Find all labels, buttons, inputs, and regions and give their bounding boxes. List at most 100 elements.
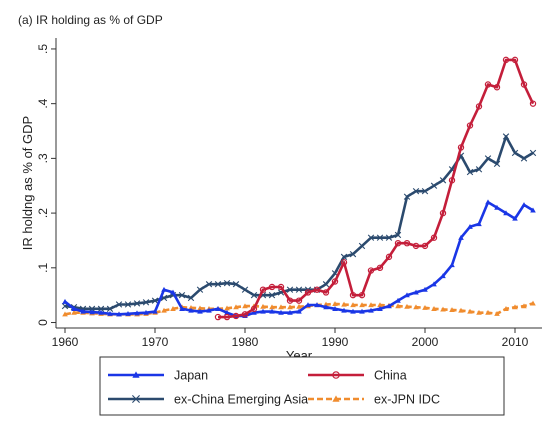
x-tick-label: 1960 bbox=[52, 335, 79, 349]
data-point-ex-china-emerging-asia bbox=[178, 291, 186, 299]
data-point-japan bbox=[350, 308, 356, 314]
legend-label-japan: Japan bbox=[174, 369, 208, 383]
data-point-china bbox=[430, 234, 438, 241]
data-point-ex-china-emerging-asia bbox=[529, 149, 537, 157]
data-point-ex-jpn-idc bbox=[512, 304, 518, 310]
data-point-ex-china-emerging-asia bbox=[502, 133, 510, 140]
series-line-ex-china-emerging-asia bbox=[64, 135, 534, 311]
data-point-china bbox=[385, 253, 393, 261]
data-point-china bbox=[286, 297, 294, 304]
data-point-japan bbox=[485, 199, 491, 205]
data-point-ex-jpn-idc bbox=[413, 304, 419, 310]
data-point-ex-china-emerging-asia bbox=[97, 305, 105, 313]
data-point-china bbox=[367, 267, 375, 274]
data-point-japan bbox=[422, 286, 428, 292]
data-point-japan bbox=[260, 308, 266, 314]
data-point-ex-china-emerging-asia bbox=[187, 294, 195, 302]
data-point-japan bbox=[116, 311, 122, 317]
data-point-ex-jpn-idc bbox=[260, 303, 266, 309]
legend-marker-china bbox=[332, 371, 340, 379]
data-point-ex-jpn-idc bbox=[224, 305, 230, 311]
data-point-china bbox=[529, 100, 537, 107]
data-point-japan bbox=[251, 309, 257, 315]
data-point-japan bbox=[215, 306, 221, 311]
legend-label-ex-china-emerging-asia: ex-China Emerging Asia bbox=[174, 393, 308, 407]
data-point-japan bbox=[494, 204, 500, 210]
data-point-japan bbox=[359, 308, 365, 314]
data-point-china bbox=[484, 81, 492, 88]
x-tick-label: 2000 bbox=[412, 335, 439, 349]
data-point-ex-china-emerging-asia bbox=[421, 188, 429, 195]
data-point-japan bbox=[143, 309, 149, 315]
data-point-ex-jpn-idc bbox=[503, 306, 509, 311]
data-point-ex-jpn-idc bbox=[467, 308, 473, 314]
data-point-japan bbox=[179, 306, 185, 311]
data-point-ex-china-emerging-asia bbox=[484, 155, 492, 162]
data-point-ex-jpn-idc bbox=[71, 309, 77, 315]
data-point-japan bbox=[188, 307, 194, 313]
data-point-china bbox=[466, 122, 474, 129]
series-japan bbox=[62, 199, 536, 319]
data-point-ex-china-emerging-asia bbox=[376, 234, 384, 241]
data-point-ex-china-emerging-asia bbox=[115, 301, 123, 308]
data-point-ex-jpn-idc bbox=[278, 304, 284, 310]
data-point-china bbox=[313, 286, 321, 293]
data-point-ex-china-emerging-asia bbox=[241, 286, 249, 293]
plot-area: 0 .1 .2 .3 .4 .5 1960 1970 1980 1990 2000 2010 bbox=[36, 38, 542, 349]
data-point-ex-jpn-idc bbox=[242, 303, 248, 309]
data-point-ex-china-emerging-asia bbox=[394, 231, 402, 239]
data-point-ex-jpn-idc bbox=[332, 301, 338, 307]
data-point-china bbox=[394, 239, 402, 247]
series-line-china bbox=[218, 58, 535, 319]
data-point-ex-jpn-idc bbox=[296, 303, 302, 309]
data-point-ex-jpn-idc bbox=[494, 310, 500, 316]
data-point-ex-china-emerging-asia bbox=[322, 281, 330, 288]
data-point-china bbox=[502, 56, 510, 64]
legend-item-china: China bbox=[308, 369, 407, 383]
data-point-japan bbox=[98, 309, 104, 315]
data-point-ex-jpn-idc bbox=[395, 303, 401, 309]
legend-items: Japan China ex-China Emerging Asia ex-JPN I… bbox=[108, 369, 440, 407]
data-point-ex-jpn-idc bbox=[359, 302, 365, 308]
data-point-china bbox=[511, 56, 519, 64]
x-tick-label: 2010 bbox=[502, 335, 529, 349]
data-point-ex-china-emerging-asia bbox=[439, 177, 447, 184]
data-point-china bbox=[457, 144, 465, 151]
data-point-ex-jpn-idc bbox=[485, 309, 491, 315]
data-point-japan bbox=[440, 273, 446, 279]
data-point-japan bbox=[332, 306, 338, 311]
data-point-ex-jpn-idc bbox=[431, 306, 437, 311]
data-point-ex-jpn-idc bbox=[161, 307, 167, 313]
data-point-ex-china-emerging-asia bbox=[520, 155, 528, 162]
data-point-ex-china-emerging-asia bbox=[214, 281, 222, 288]
data-point-ex-jpn-idc bbox=[449, 307, 455, 313]
data-point-china bbox=[322, 289, 330, 296]
y-axis-ticks: 0 .1 .2 .3 .4 .5 bbox=[36, 44, 56, 326]
data-point-japan bbox=[170, 289, 176, 295]
data-point-japan bbox=[530, 207, 536, 213]
data-point-japan bbox=[152, 308, 158, 314]
data-point-ex-china-emerging-asia bbox=[511, 149, 519, 157]
data-point-ex-china-emerging-asia bbox=[196, 286, 204, 293]
y-axis-label: IR holdng as % of GDP bbox=[20, 116, 35, 250]
data-point-ex-china-emerging-asia bbox=[367, 234, 375, 241]
data-point-china bbox=[223, 313, 231, 321]
data-point-ex-china-emerging-asia bbox=[385, 234, 393, 241]
data-point-china bbox=[448, 177, 456, 184]
y-tick-label: .5 bbox=[36, 44, 50, 54]
data-point-japan bbox=[287, 309, 293, 315]
data-point-japan bbox=[341, 307, 347, 313]
data-point-ex-china-emerging-asia bbox=[412, 188, 420, 195]
series-layer bbox=[61, 56, 537, 321]
data-point-japan bbox=[296, 308, 302, 314]
data-point-japan bbox=[269, 308, 275, 314]
data-point-china bbox=[376, 264, 384, 272]
data-point-ex-china-emerging-asia bbox=[493, 160, 501, 168]
legend-item-ex-china-emerging-asia: ex-China Emerging Asia bbox=[108, 393, 308, 407]
data-point-japan bbox=[134, 310, 140, 316]
data-point-japan bbox=[314, 302, 320, 308]
y-tick-label: 0 bbox=[36, 319, 50, 326]
data-point-china bbox=[331, 278, 339, 285]
data-point-ex-china-emerging-asia bbox=[232, 281, 240, 288]
data-point-ex-china-emerging-asia bbox=[151, 297, 159, 304]
